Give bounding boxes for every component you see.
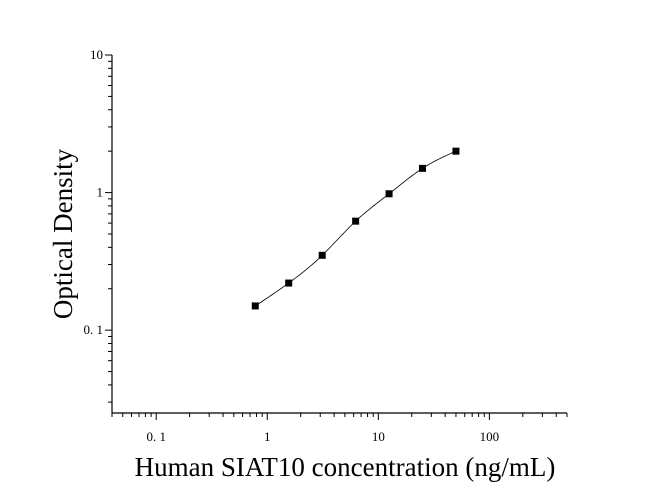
data-points <box>251 147 460 310</box>
x-ticks: 0. 1 1 10 100 <box>111 413 568 444</box>
x-tick-label: 0. 1 <box>146 429 166 444</box>
y-tick-label: 10 <box>90 47 103 62</box>
x-tick-label: 100 <box>480 429 500 444</box>
y-ticks: 0. 1 1 10 <box>84 47 112 403</box>
data-point <box>452 147 460 155</box>
x-tick-label: 1 <box>264 429 271 444</box>
x-tick-label: 10 <box>372 429 385 444</box>
data-point <box>352 217 360 225</box>
data-point <box>419 164 427 172</box>
data-point <box>285 279 293 287</box>
x-axis-label: Human SIAT10 concentration (ng/mL) <box>135 452 556 482</box>
axes: 0. 1 1 10 100 0. 1 1 10 <box>84 47 568 444</box>
y-tick-label: 0. 1 <box>84 322 104 337</box>
data-point <box>318 251 326 259</box>
y-tick-label: 1 <box>97 185 104 200</box>
y-axis-label: Optical Density <box>48 148 78 319</box>
data-point <box>251 302 259 310</box>
data-point <box>385 190 393 198</box>
